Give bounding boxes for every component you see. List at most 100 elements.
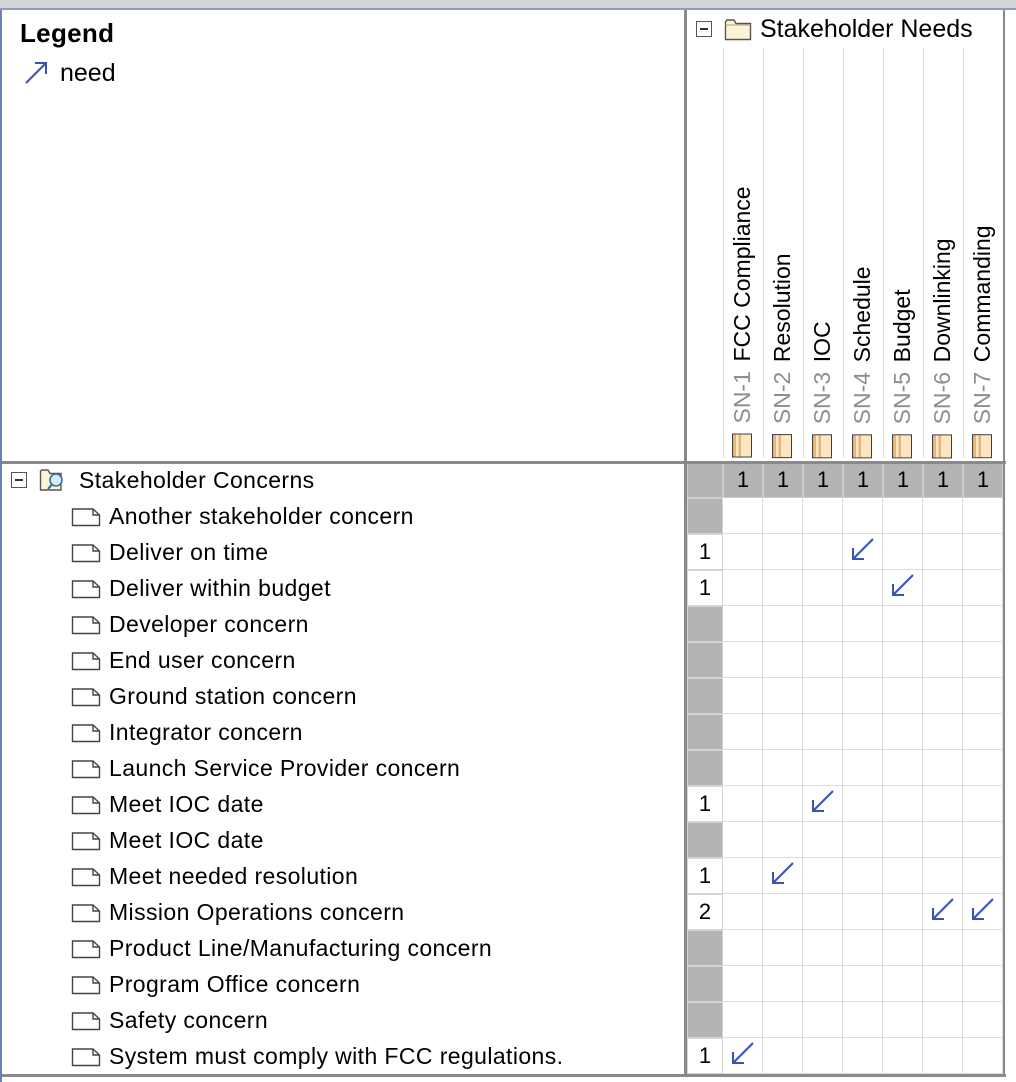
matrix-cell[interactable] [923, 498, 963, 534]
matrix-cell[interactable] [803, 534, 843, 570]
matrix-cell[interactable] [803, 786, 843, 822]
matrix-cell[interactable] [883, 642, 923, 678]
matrix-cell[interactable] [803, 606, 843, 642]
matrix-cell[interactable] [723, 1002, 763, 1038]
matrix-cell[interactable] [723, 858, 763, 894]
matrix-cell[interactable] [843, 570, 883, 606]
matrix-cell[interactable] [763, 678, 803, 714]
matrix-cell[interactable] [963, 498, 1003, 534]
matrix-cell[interactable] [923, 678, 963, 714]
column-header-sn-7[interactable]: SN-7 Commanding [963, 48, 1003, 458]
matrix-cell[interactable] [723, 642, 763, 678]
row-item[interactable]: System must comply with FCC regulations. [2, 1038, 684, 1074]
matrix-cell[interactable] [723, 714, 763, 750]
matrix-cell[interactable] [763, 966, 803, 1002]
matrix-cell[interactable] [963, 930, 1003, 966]
matrix-cell[interactable] [963, 786, 1003, 822]
matrix-cell[interactable] [883, 858, 923, 894]
matrix-cell[interactable] [963, 642, 1003, 678]
matrix-cell[interactable] [843, 642, 883, 678]
matrix-cell[interactable] [763, 858, 803, 894]
matrix-cell[interactable] [763, 1002, 803, 1038]
row-item[interactable]: Another stakeholder concern [2, 498, 684, 534]
matrix-cell[interactable] [923, 966, 963, 1002]
matrix-cell[interactable] [763, 570, 803, 606]
row-item[interactable]: Ground station concern [2, 678, 684, 714]
row-item[interactable]: End user concern [2, 642, 684, 678]
matrix-cell[interactable] [763, 606, 803, 642]
column-header-sn-3[interactable]: SN-3 IOC [803, 48, 843, 458]
matrix-cell[interactable] [963, 750, 1003, 786]
matrix-cell[interactable] [803, 1038, 843, 1074]
matrix-cell[interactable] [843, 786, 883, 822]
matrix-cell[interactable] [883, 570, 923, 606]
matrix-cell[interactable] [963, 714, 1003, 750]
matrix-cell[interactable] [843, 894, 883, 930]
matrix-cell[interactable] [763, 786, 803, 822]
matrix-cell[interactable] [803, 858, 843, 894]
matrix-cell[interactable] [843, 678, 883, 714]
matrix-cell[interactable] [843, 966, 883, 1002]
matrix-cell[interactable] [803, 498, 843, 534]
matrix-cell[interactable] [763, 750, 803, 786]
matrix-cell[interactable] [763, 714, 803, 750]
matrix-cell[interactable] [763, 1038, 803, 1074]
matrix-cell[interactable] [883, 930, 923, 966]
matrix-cell[interactable] [963, 858, 1003, 894]
matrix-cell[interactable] [963, 822, 1003, 858]
matrix-cell[interactable] [723, 570, 763, 606]
matrix-cell[interactable] [883, 498, 923, 534]
row-item[interactable]: Safety concern [2, 1002, 684, 1038]
matrix-cell[interactable] [963, 534, 1003, 570]
matrix-cell[interactable] [803, 930, 843, 966]
matrix-cell[interactable] [843, 1002, 883, 1038]
matrix-cell[interactable] [843, 498, 883, 534]
matrix-cell[interactable] [803, 1002, 843, 1038]
matrix-cell[interactable] [923, 606, 963, 642]
matrix-cell[interactable] [923, 570, 963, 606]
row-item[interactable]: Deliver on time [2, 534, 684, 570]
matrix-cell[interactable] [723, 930, 763, 966]
matrix-cell[interactable] [723, 822, 763, 858]
matrix-cell[interactable] [963, 1002, 1003, 1038]
row-item[interactable]: Integrator concern [2, 714, 684, 750]
collapse-toggle-icon[interactable] [696, 21, 712, 37]
column-header-sn-2[interactable]: SN-2 Resolution [763, 48, 803, 458]
matrix-cell[interactable] [883, 786, 923, 822]
row-group-header[interactable]: Stakeholder Concerns [2, 462, 684, 498]
matrix-cell[interactable] [923, 930, 963, 966]
column-header-sn-1[interactable]: SN-1 FCC Compliance [723, 48, 763, 458]
matrix-cell[interactable] [763, 894, 803, 930]
matrix-cell[interactable] [723, 498, 763, 534]
matrix-cell[interactable] [963, 606, 1003, 642]
matrix-cell[interactable] [963, 570, 1003, 606]
matrix-cell[interactable] [803, 894, 843, 930]
row-item[interactable]: Meet IOC date [2, 786, 684, 822]
row-item[interactable]: Deliver within budget [2, 570, 684, 606]
matrix-cell[interactable] [923, 894, 963, 930]
matrix-cell[interactable] [843, 714, 883, 750]
matrix-cell[interactable] [883, 822, 923, 858]
matrix-cell[interactable] [763, 930, 803, 966]
collapse-toggle-icon[interactable] [11, 472, 27, 488]
matrix-cell[interactable] [923, 750, 963, 786]
matrix-cell[interactable] [723, 750, 763, 786]
matrix-cell[interactable] [843, 858, 883, 894]
matrix-cell[interactable] [923, 1002, 963, 1038]
matrix-cell[interactable] [843, 930, 883, 966]
row-item[interactable]: Product Line/Manufacturing concern [2, 930, 684, 966]
matrix-cell[interactable] [883, 1002, 923, 1038]
matrix-cell[interactable] [803, 570, 843, 606]
matrix-cell[interactable] [883, 750, 923, 786]
row-item[interactable]: Launch Service Provider concern [2, 750, 684, 786]
matrix-cell[interactable] [963, 678, 1003, 714]
column-header-sn-4[interactable]: SN-4 Schedule [843, 48, 883, 458]
matrix-cell[interactable] [843, 750, 883, 786]
matrix-cell[interactable] [963, 894, 1003, 930]
matrix-cell[interactable] [723, 678, 763, 714]
matrix-cell[interactable] [723, 786, 763, 822]
matrix-cell[interactable] [883, 966, 923, 1002]
matrix-cell[interactable] [803, 966, 843, 1002]
matrix-cell[interactable] [803, 750, 843, 786]
matrix-cell[interactable] [883, 894, 923, 930]
